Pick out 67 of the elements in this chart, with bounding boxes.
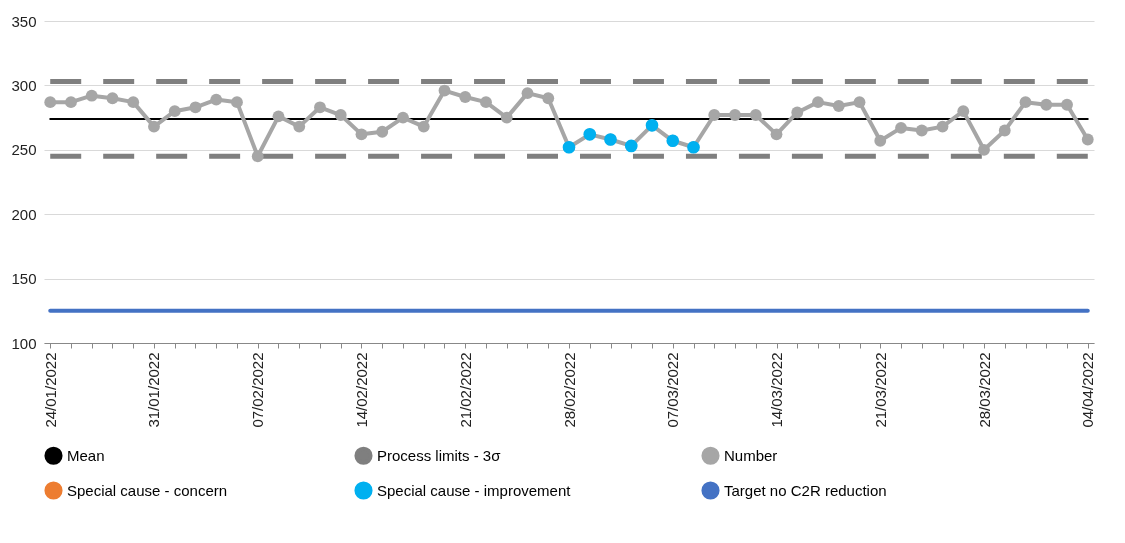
point — [44, 96, 57, 109]
point — [231, 96, 243, 109]
point — [749, 109, 762, 121]
x-tick-label: 31/01/2022 — [145, 352, 163, 428]
point — [1081, 133, 1094, 146]
point — [998, 124, 1011, 137]
x-tick-label: 28/02/2022 — [560, 352, 578, 428]
point — [272, 110, 285, 123]
x-tick-label: 14/02/2022 — [352, 352, 370, 428]
point — [1061, 98, 1073, 111]
point — [85, 89, 98, 102]
point — [438, 84, 451, 97]
y-tick-label: 300 — [11, 76, 37, 94]
point — [293, 120, 306, 133]
point — [895, 122, 907, 134]
point — [500, 111, 513, 124]
point — [65, 96, 77, 109]
legend-label: Special cause - concern — [67, 481, 228, 499]
point — [417, 120, 430, 133]
x-tick-label: 07/02/2022 — [249, 352, 267, 428]
x-tick-label: 24/01/2022 — [41, 352, 59, 428]
point — [542, 92, 555, 105]
point — [853, 96, 866, 109]
point — [334, 109, 347, 121]
point — [168, 105, 181, 118]
point — [397, 111, 409, 124]
y-tick-label: 100 — [11, 334, 37, 352]
point — [791, 106, 804, 119]
y-tick-label: 350 — [11, 12, 37, 30]
point — [376, 125, 389, 138]
point — [127, 96, 140, 109]
point — [978, 143, 990, 156]
point — [915, 124, 928, 137]
point — [936, 120, 949, 133]
point — [770, 128, 783, 141]
point — [314, 101, 326, 114]
point — [459, 91, 472, 103]
y-tick-label: 200 — [11, 205, 37, 223]
legend-label: Target no C2R reduction — [724, 481, 887, 499]
x-tick-label: 28/03/2022 — [975, 352, 993, 428]
point — [874, 134, 887, 147]
x-tick-label: 07/03/2022 — [664, 352, 682, 428]
y-tick-label: 150 — [11, 270, 37, 288]
point — [251, 150, 264, 163]
x-tick-label: 21/02/2022 — [456, 352, 474, 428]
legend-label: Number — [724, 446, 778, 464]
point — [148, 120, 160, 133]
point — [1019, 96, 1032, 109]
point — [521, 87, 534, 100]
point — [1040, 98, 1053, 111]
x-tick-label: 04/04/2022 — [1079, 352, 1097, 428]
point — [832, 100, 845, 112]
x-tick-label: 21/03/2022 — [871, 352, 889, 428]
y-tick-label: 250 — [11, 141, 37, 159]
point — [355, 128, 368, 141]
point — [708, 109, 721, 121]
point — [957, 105, 970, 118]
point — [729, 109, 741, 121]
x-tick-label: 14/03/2022 — [768, 352, 786, 428]
point — [106, 92, 119, 105]
point — [189, 101, 202, 114]
point — [812, 96, 824, 109]
legend-label: Special cause - improvement — [377, 481, 572, 499]
legend-label: Process limits - 3σ — [377, 446, 502, 464]
legend-label: Mean — [67, 446, 105, 464]
point — [210, 93, 223, 106]
point — [480, 96, 492, 109]
